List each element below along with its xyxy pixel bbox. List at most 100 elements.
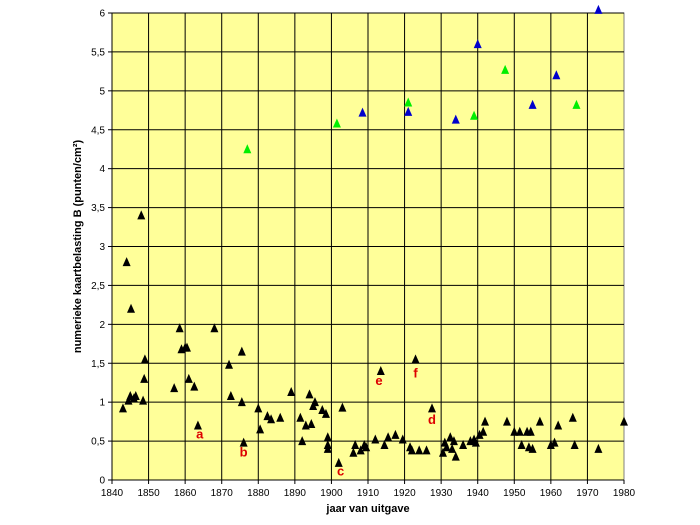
x-tick-label: 1970: [576, 488, 599, 499]
data-point-triangle: [298, 436, 307, 446]
annotation-label: c: [337, 463, 344, 478]
x-tick-label: 1930: [430, 488, 453, 499]
x-tick-label: 1940: [467, 488, 490, 499]
data-point-triangle: [139, 395, 148, 405]
data-point-triangle: [122, 257, 131, 267]
data-point-triangle: [568, 412, 577, 422]
data-point-triangle: [332, 118, 341, 128]
x-tick-label: 1840: [101, 488, 124, 499]
x-axis-tick-labels: 1840 1850 1860 1870 1880 1890 1900 1910 1920 1930…: [101, 480, 636, 499]
data-point-triangle: [182, 342, 191, 352]
y-axis-tick-labels: 0 0,5 1 1,5 2 2,5 3 3,5 4 4,5 5 5,5 6: [91, 9, 112, 487]
data-point-triangle: [446, 432, 455, 442]
data-point-triangle: [310, 397, 319, 407]
data-point-triangle: [546, 439, 555, 449]
x-axis-title: jaar van uitgave: [325, 503, 409, 515]
data-point-triangle: [570, 439, 579, 449]
data-point-triangle: [358, 107, 367, 117]
data-point-triangle: [407, 445, 416, 455]
y-tick-label: 5: [99, 86, 105, 97]
x-tick-label: 1860: [174, 488, 197, 499]
data-point-triangle: [321, 408, 330, 418]
annotation-label: a: [196, 427, 204, 442]
data-point-triangle: [438, 447, 447, 457]
y-tick-label: 6: [99, 9, 105, 20]
data-point-triangle: [479, 426, 488, 436]
data-point-triangle: [451, 114, 460, 124]
data-point-triangle: [184, 373, 193, 383]
data-point-triangle: [263, 411, 272, 421]
data-point-triangle: [550, 437, 559, 447]
data-point-triangle: [362, 442, 371, 452]
data-point-triangle: [307, 418, 316, 428]
data-point-triangle: [449, 436, 458, 446]
x-tick-label: 1960: [540, 488, 563, 499]
annotation-label: e: [375, 373, 382, 388]
data-point-triangle: [140, 354, 149, 364]
data-point-triangle: [422, 445, 431, 455]
y-tick-label: 2: [99, 320, 105, 331]
data-point-triangle: [190, 381, 199, 391]
y-tick-label: 2,5: [91, 281, 105, 292]
data-point-triangle: [338, 402, 347, 412]
data-point-triangle: [502, 416, 511, 426]
data-point-triangle: [323, 443, 332, 453]
data-point-triangle: [620, 416, 628, 426]
y-tick-label: 0: [99, 476, 105, 487]
data-point-triangle: [296, 412, 305, 422]
data-point-triangle: [391, 429, 400, 439]
data-point-triangle: [225, 359, 234, 369]
annotation-label: d: [428, 412, 436, 427]
data-point-triangle: [448, 443, 457, 453]
data-point-triangle: [127, 303, 136, 313]
y-tick-label: 4,5: [91, 125, 105, 136]
data-point-triangle: [175, 323, 184, 333]
data-point-triangle: [384, 432, 393, 442]
data-point-triangle: [442, 442, 451, 452]
data-point-triangle: [404, 106, 413, 116]
data-point-triangle: [256, 424, 265, 434]
data-point-triangle: [459, 439, 468, 449]
x-tick-label: 1880: [247, 488, 270, 499]
data-point-triangle: [287, 387, 296, 397]
y-tick-label: 0,5: [91, 437, 105, 448]
data-point-triangle: [415, 445, 424, 455]
data-point-triangle: [475, 429, 484, 439]
data-point-triangle: [428, 403, 436, 413]
data-point-triangle: [305, 389, 314, 399]
data-point-triangle: [376, 366, 385, 376]
data-points: [118, 4, 628, 467]
data-point-triangle: [243, 144, 252, 154]
data-point-triangle: [131, 390, 140, 400]
data-point-triangle: [237, 397, 246, 407]
y-tick-label: 1: [99, 398, 105, 409]
x-tick-label: 1980: [613, 488, 636, 499]
data-point-triangle: [471, 437, 480, 447]
x-tick-label: 1870: [211, 488, 234, 499]
data-point-triangle: [210, 323, 219, 333]
data-point-triangle: [398, 434, 407, 444]
data-point-triangle: [481, 416, 490, 426]
data-point-triangle: [411, 354, 420, 364]
y-tick-label: 1,5: [91, 359, 105, 370]
data-point-triangle: [510, 426, 519, 436]
y-tick-label: 3: [99, 242, 105, 253]
data-point-triangle: [572, 99, 581, 109]
data-point-triangle: [193, 420, 202, 430]
annotation-label: f: [413, 365, 418, 380]
data-point-triangle: [451, 451, 460, 461]
y-tick-label: 5,5: [91, 47, 105, 58]
data-point-triangle: [239, 437, 248, 447]
x-tick-label: 1850: [137, 488, 160, 499]
data-point-triangle: [371, 434, 380, 444]
data-point-triangle: [356, 445, 365, 455]
data-point-triangle: [380, 439, 389, 449]
data-point-triangle: [318, 404, 327, 414]
x-tick-label: 1900: [320, 488, 343, 499]
data-point-triangle: [334, 457, 343, 467]
data-point-triangle: [140, 373, 149, 383]
data-point-triangle: [237, 346, 246, 356]
data-point-triangle: [515, 426, 524, 436]
data-point-triangle: [137, 210, 146, 220]
